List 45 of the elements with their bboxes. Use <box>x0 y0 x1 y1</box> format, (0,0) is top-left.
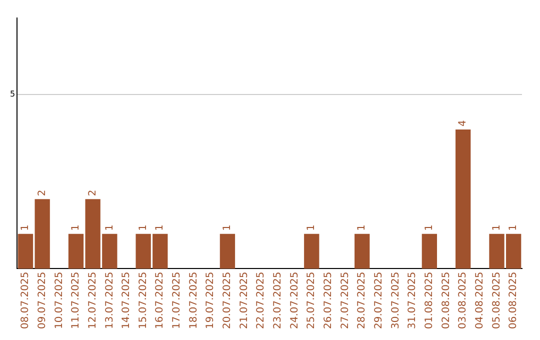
x-tick-label: 28.07.2025 <box>356 272 368 330</box>
x-tick-label: 23.07.2025 <box>272 272 284 330</box>
x-tick-label: 30.07.2025 <box>390 272 402 330</box>
data-label: 1 <box>154 224 166 231</box>
data-label: 4 <box>458 120 469 126</box>
x-tick-label: 27.07.2025 <box>340 272 351 330</box>
data-label: 1 <box>356 224 368 231</box>
data-label: 2 <box>36 190 48 196</box>
data-label: 1 <box>70 224 82 231</box>
x-tick-label: 04.08.2025 <box>474 272 486 330</box>
data-label: 2 <box>87 190 98 196</box>
x-tick-label: 03.08.2025 <box>458 272 469 330</box>
data-label: 1 <box>222 224 234 231</box>
y-tick-label: 5 <box>10 90 16 99</box>
data-label: 1 <box>20 224 32 231</box>
x-tick-label: 18.07.2025 <box>188 272 200 330</box>
x-tick-label: 15.07.2025 <box>138 272 149 330</box>
x-tick-label: 19.07.2025 <box>205 272 216 330</box>
x-tick-label: 06.08.2025 <box>508 272 520 330</box>
x-tick-label: 16.07.2025 <box>154 272 166 330</box>
data-label: 1 <box>491 224 502 231</box>
x-tick-label: 13.07.2025 <box>104 272 116 330</box>
x-tick-label: 08.07.2025 <box>20 272 32 330</box>
x-tick-label: 24.07.2025 <box>289 272 300 330</box>
x-tick-label: 31.07.2025 <box>407 272 418 330</box>
x-tick-label: 14.07.2025 <box>121 272 132 330</box>
x-tick-label: 20.07.2025 <box>222 272 234 330</box>
x-tick-label: 25.07.2025 <box>306 272 318 330</box>
data-label: 1 <box>104 224 116 231</box>
data-label: 1 <box>424 224 436 231</box>
x-tick-label: 21.07.2025 <box>238 272 250 330</box>
x-tick-label: 12.07.2025 <box>87 272 98 330</box>
data-label: 1 <box>138 224 149 231</box>
x-tick-label: 10.07.2025 <box>54 272 65 330</box>
x-tick-label: 09.07.2025 <box>36 272 48 330</box>
x-tick-label: 29.07.2025 <box>374 272 385 330</box>
x-tick-label: 05.08.2025 <box>491 272 502 330</box>
x-tick-label: 22.07.2025 <box>256 272 267 330</box>
x-tick-label: 01.08.2025 <box>424 272 436 330</box>
x-tick-label: 11.07.2025 <box>70 272 82 330</box>
x-tick-label: 17.07.2025 <box>172 272 183 330</box>
data-label: 1 <box>306 224 318 231</box>
x-tick-label: 26.07.2025 <box>323 272 334 330</box>
data-label: 1 <box>508 224 520 231</box>
x-tick-label: 02.08.2025 <box>440 272 452 330</box>
